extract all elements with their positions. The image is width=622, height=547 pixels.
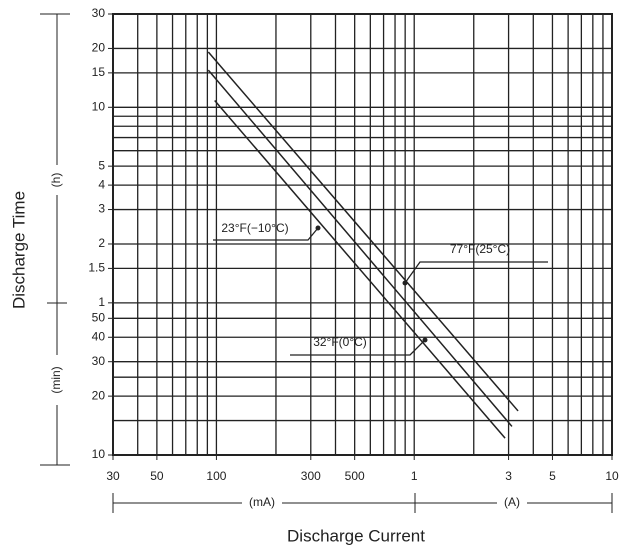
y-tick-label: 5 — [98, 158, 105, 172]
y-tick-label: 4 — [98, 177, 105, 191]
series-line — [214, 100, 506, 439]
y-tick-label: 3 — [98, 202, 105, 216]
y-tick-label: 50 — [92, 310, 106, 324]
label-gap — [242, 495, 282, 511]
y-tick-label: 20 — [92, 388, 106, 402]
x-tick-label: 10 — [605, 469, 619, 483]
y-tick-label: 10 — [92, 99, 106, 113]
y-tick-label: 2 — [98, 236, 105, 250]
x-tick-label: 1 — [411, 469, 418, 483]
x-tick-label: 5 — [549, 469, 556, 483]
y-tick-label: 40 — [92, 329, 106, 343]
x-unit: (A) — [504, 495, 520, 509]
y-tick-label: 15 — [92, 65, 106, 79]
x-tick-label: 50 — [150, 469, 164, 483]
y-unit: (min) — [49, 366, 63, 393]
y-tick-label: 10 — [92, 447, 106, 461]
y-tick-label: 30 — [92, 354, 106, 368]
annotation-arrowhead — [422, 337, 428, 343]
x-unit: (mA) — [249, 495, 275, 509]
series-line — [207, 51, 519, 412]
annotation-arrowhead — [402, 280, 408, 286]
x-tick-label: 30 — [106, 469, 120, 483]
annotation-arrowhead — [315, 225, 321, 231]
annotation-leader — [404, 261, 548, 284]
y-tick-label: 30 — [92, 6, 106, 20]
x-tick-label: 100 — [206, 469, 226, 483]
series-label: 77°F(25°C) — [450, 242, 510, 256]
label-gap — [48, 355, 66, 405]
label-gap — [497, 495, 527, 511]
x-tick-label: 300 — [301, 469, 321, 483]
series-label: 23°F(−10°C) — [221, 221, 288, 235]
annotation-leader — [213, 227, 319, 241]
x-tick-label: 500 — [345, 469, 365, 483]
y-tick-label: 1.5 — [88, 261, 105, 275]
x-axis-title: Discharge Current — [287, 526, 425, 545]
y-axis-title: Discharge Time — [9, 191, 28, 309]
y-unit: (h) — [49, 173, 63, 188]
series-line — [207, 69, 513, 427]
y-tick-label: 1 — [98, 295, 105, 309]
plot-frame — [112, 13, 613, 456]
label-gap — [48, 165, 66, 195]
y-tick-label: 20 — [92, 41, 106, 55]
x-tick-label: 3 — [505, 469, 512, 483]
series-label: 32°F(0°C) — [313, 335, 367, 349]
annotation-leader — [290, 339, 426, 356]
